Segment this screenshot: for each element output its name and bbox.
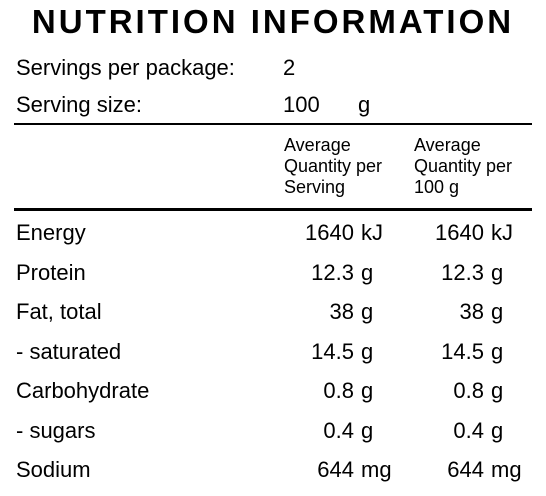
per-serving-value: 0.4 [323,418,354,443]
per-100g-value: 12.3 [441,260,484,285]
servings-value: 2 [283,55,296,80]
per-100g-value: 1640 [435,220,484,245]
header-rule [14,208,532,211]
servings-label: Servings per package: [16,55,235,80]
per-100g-value: 14.5 [441,339,484,364]
per-100g-unit: kJ [491,220,513,245]
nutrient-name: - saturated [16,339,122,364]
serving-size-label: Serving size: [16,92,142,117]
per-serving-value: 644 [317,457,354,482]
per-serving-unit: mg [361,457,392,482]
per-serving-unit: g [361,378,374,403]
per-100g-value: 0.8 [453,378,484,403]
per-serving-unit: g [361,299,374,324]
nutrient-name: Energy [16,220,86,245]
per-100g-unit: g [491,299,504,324]
header-per-serving-line: Serving [284,177,346,197]
nutrient-name: Fat, total [16,299,102,324]
per-100g-unit: g [491,378,504,403]
nutrient-name: Carbohydrate [16,378,150,403]
nutrient-name: Protein [16,260,86,285]
serving-size-value: 100 [283,92,320,117]
header-per-serving-line: Average [284,135,351,155]
nutrient-name: Sodium [16,457,91,482]
per-100g-unit: g [491,260,504,285]
panel-title: NUTRITION INFORMATION [31,3,515,40]
per-serving-value: 38 [329,299,354,324]
nutrient-name: - sugars [16,418,96,443]
per-serving-unit: g [361,339,374,364]
per-serving-unit: g [361,418,374,443]
top-rule [14,123,532,125]
header-per-serving: Average Quantity per Serving [284,135,382,198]
per-100g-value: 38 [459,299,484,324]
serving-size-unit: g [358,92,371,117]
per-100g-value: 0.4 [453,418,484,443]
per-100g-value: 644 [447,457,484,482]
header-per-100g-line: Average [414,135,481,155]
per-serving-value: 1640 [305,220,354,245]
header-per-100g-line: 100 g [414,177,460,197]
per-serving-value: 12.3 [311,260,354,285]
per-serving-value: 14.5 [311,339,354,364]
per-100g-unit: mg [491,457,522,482]
header-per-100g-line: Quantity per [414,156,513,176]
header-per-serving-line: Quantity per [284,156,383,176]
header-per-100g: Average Quantity per 100 g [414,135,512,198]
per-serving-unit: g [361,260,374,285]
per-100g-unit: g [491,339,504,364]
per-100g-unit: g [491,418,504,443]
per-serving-unit: kJ [361,220,383,245]
per-serving-value: 0.8 [323,378,354,403]
